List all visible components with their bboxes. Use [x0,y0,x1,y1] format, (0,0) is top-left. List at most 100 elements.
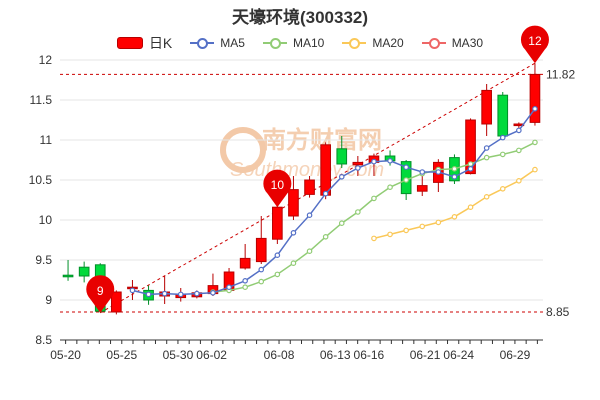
y-tick-label: 12 [39,53,53,67]
max-pin: 12 [520,25,549,64]
line-legend-icon [262,37,287,49]
x-tick-label: 05-20 [50,348,81,362]
legend-item-ma30[interactable]: MA30 [421,36,484,50]
ma10-point [274,271,281,278]
ma5-point [306,212,313,219]
ma5-point [403,164,409,171]
x-tick-label: 06-13 [320,348,351,362]
candle-body[interactable] [416,185,428,192]
y-tick-label: 10 [39,213,53,227]
ma5-point [532,106,538,112]
y-tick-label: 9 [45,293,52,307]
ma5-point [290,230,297,236]
x-tick-label: 05-25 [106,348,137,362]
candle-body[interactable] [288,189,299,217]
watermark-logo-icon [220,127,266,173]
ma5-point [177,291,184,298]
candle-body[interactable] [352,161,364,166]
candle-body[interactable] [78,266,90,277]
candle-body[interactable] [336,148,348,165]
ma5-point [387,158,393,164]
candle-body[interactable] [465,119,476,175]
ma10-point [532,139,538,146]
legend-item-ma5[interactable]: MA5 [190,36,245,50]
ma20-point [387,231,393,238]
candle-legend-icon [116,37,143,49]
ma5-point [371,158,377,165]
candle-body[interactable] [239,257,251,269]
ma5-point [435,169,442,175]
candle-body[interactable] [481,89,492,125]
ma5-point [338,174,345,180]
mark-lines: 11.82 8.85 [60,62,575,319]
x-tick-label: 05-30 [163,348,194,362]
legend-item-daily-k[interactable]: 日K [116,33,173,53]
ma10-point [483,154,490,161]
ma10-point [322,234,329,240]
candle-body[interactable] [320,144,331,196]
candle-body[interactable] [255,237,267,263]
ma20-point [483,194,490,200]
ma10-point [258,278,265,285]
x-tick-label: 06-29 [500,348,531,362]
ma5-point [210,289,216,296]
ma10-point [290,260,297,267]
min-mark-line-label: 8.85 [546,305,570,319]
trend-line [100,62,536,314]
min-pin: 9 [86,275,115,313]
x-tick-label: 06-24 [443,348,474,362]
candle-body[interactable] [62,274,74,278]
ma10-point [467,161,474,167]
ma20-point [419,223,426,230]
max-mark-line-label: 11.82 [546,67,575,81]
candle-body[interactable] [529,73,541,123]
pin-icon [520,25,549,64]
line-legend-icon [190,37,215,49]
pin-label: 12 [528,34,542,48]
ma20-point [371,235,377,242]
legend-label: MA10 [292,36,325,50]
ma5-point [516,127,522,134]
ma5-point [355,165,361,171]
pin-icon [263,169,292,208]
ma5-point [226,284,232,291]
candle-body[interactable] [304,179,315,195]
candle-body[interactable] [272,206,283,240]
ma20-point [499,186,506,192]
mid-pin: 10 [263,169,292,208]
legend-label: 日K [148,35,173,51]
y-tick-label: 10.5 [29,173,53,187]
moving-averages [129,106,538,298]
legend-item-ma10[interactable]: MA10 [262,36,325,50]
legend-label: MA30 [451,36,484,50]
y-tick-label: 9.5 [35,253,52,267]
pin-label: 10 [271,178,285,192]
ma20-point [435,219,442,226]
legend-item-ma20[interactable]: MA20 [342,36,404,50]
legend: 日K MA5 MA10 MA20 MA30 [0,34,600,52]
ma5-point [467,166,474,172]
watermark: 南方财富网 Southmoney.com [220,126,384,181]
ma20-point [467,204,474,211]
x-tick-label: 06-16 [354,348,385,362]
ma10-point [306,248,313,255]
ma20-point [451,214,458,220]
line-legend-icon [342,37,367,49]
x-tick-label: 06-21 [410,348,441,362]
x-tick-label: 06-02 [196,348,227,362]
y-tick-label: 8.5 [35,333,52,347]
mark-points: 12 9 10 [86,25,549,313]
y-tick-label: 11.5 [30,93,53,107]
ma5-point [194,290,200,297]
y-axis: 8.5 9 9.5 10 10.5 11 11.5 12 [29,53,53,347]
ma20-point [516,178,522,184]
ma10-point [355,209,361,215]
candle-body[interactable] [497,94,509,137]
ma10-point [387,184,393,191]
ma5-point [274,252,281,259]
ma10-point [403,177,409,183]
candle-body[interactable] [111,291,122,313]
legend-label: MA20 [372,36,404,50]
ma5-point [499,134,506,141]
